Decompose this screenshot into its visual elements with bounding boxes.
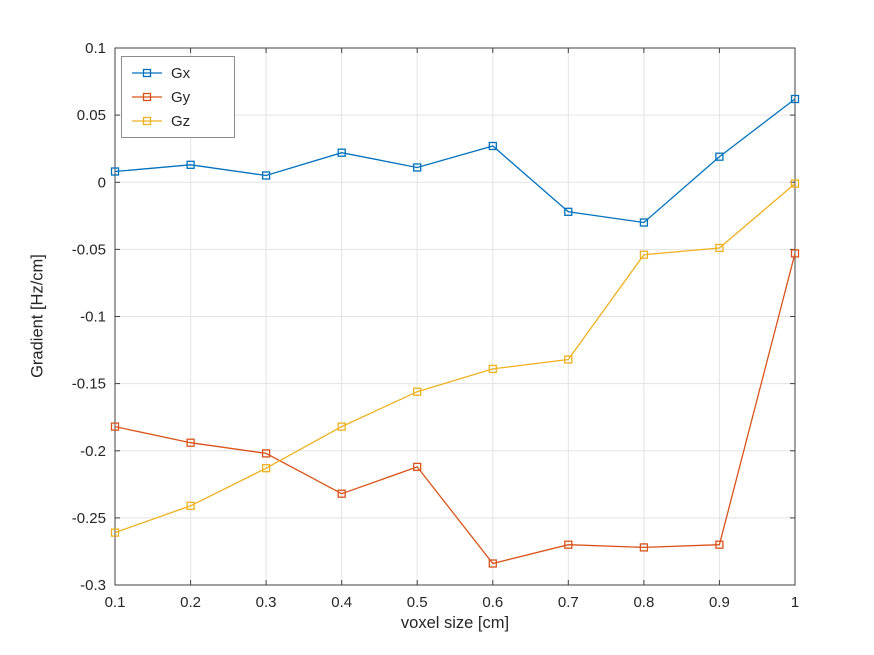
legend-label-gx: Gx bbox=[171, 64, 191, 82]
svg-text:0.2: 0.2 bbox=[180, 594, 201, 611]
svg-text:0.1: 0.1 bbox=[105, 594, 126, 611]
legend-line-marker-gx bbox=[132, 68, 162, 78]
svg-text:-0.05: -0.05 bbox=[72, 241, 106, 258]
svg-text:0.4: 0.4 bbox=[331, 594, 352, 611]
svg-text:-0.15: -0.15 bbox=[72, 376, 106, 393]
svg-text:-0.3: -0.3 bbox=[80, 577, 106, 594]
legend-label-gz: Gz bbox=[171, 112, 191, 130]
svg-text:-0.25: -0.25 bbox=[72, 510, 106, 527]
legend-entry-gx: Gx bbox=[122, 61, 234, 85]
svg-text:-0.1: -0.1 bbox=[80, 309, 106, 326]
svg-text:-0.2: -0.2 bbox=[80, 443, 106, 460]
svg-text:1: 1 bbox=[791, 594, 799, 611]
svg-text:0.3: 0.3 bbox=[256, 594, 277, 611]
svg-text:0.7: 0.7 bbox=[558, 594, 579, 611]
legend-line-marker-gz bbox=[132, 116, 162, 126]
svg-text:0.6: 0.6 bbox=[482, 594, 503, 611]
legend-box: Gx Gy Gz bbox=[121, 56, 235, 138]
legend-entry-gz: Gz bbox=[122, 109, 234, 133]
legend-entry-gy: Gy bbox=[122, 85, 234, 109]
svg-text:0.8: 0.8 bbox=[633, 594, 654, 611]
x-axis-label: voxel size [cm] bbox=[400, 614, 510, 632]
legend-label-gy: Gy bbox=[171, 88, 191, 106]
svg-text:0.05: 0.05 bbox=[77, 107, 106, 124]
legend-line-marker-gy bbox=[132, 92, 162, 102]
svg-text:0.9: 0.9 bbox=[709, 594, 730, 611]
svg-text:0.1: 0.1 bbox=[85, 40, 106, 57]
y-axis-label: Gradient [Hz/cm] bbox=[28, 254, 47, 378]
svg-text:0: 0 bbox=[98, 174, 106, 191]
svg-text:0.5: 0.5 bbox=[407, 594, 428, 611]
